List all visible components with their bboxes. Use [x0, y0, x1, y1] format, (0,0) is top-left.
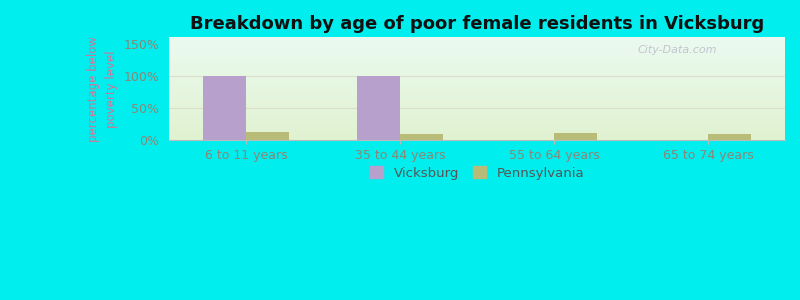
Bar [246, 132, 290, 140]
Legend: Vicksburg, Pennsylvania: Vicksburg, Pennsylvania [365, 161, 590, 185]
Bar [708, 134, 751, 140]
Bar [203, 76, 246, 140]
Y-axis label: percentage below
poverty level: percentage below poverty level [87, 36, 118, 142]
Bar [357, 76, 400, 140]
Title: Breakdown by age of poor female residents in Vicksburg: Breakdown by age of poor female resident… [190, 15, 764, 33]
Bar [554, 133, 597, 140]
Text: City-Data.com: City-Data.com [637, 45, 717, 55]
Bar [400, 134, 443, 140]
